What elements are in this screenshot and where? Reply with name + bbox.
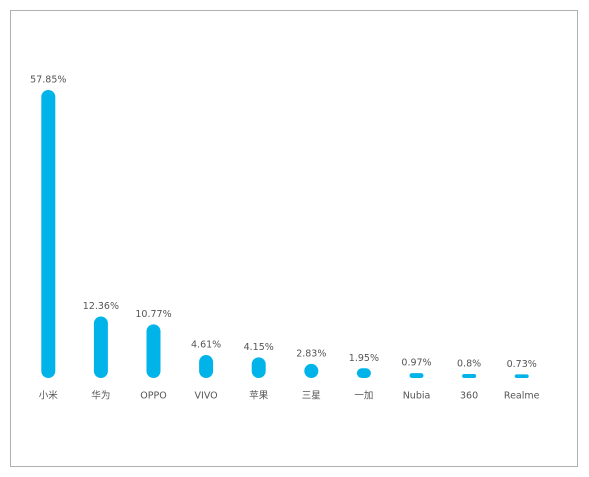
x-tick-label: Nubia (403, 391, 431, 402)
bar (251, 357, 266, 378)
bar (146, 324, 161, 378)
x-tick-label: 一加 (354, 391, 373, 402)
value-label: 0.8% (457, 359, 481, 370)
x-tick-label: VIVO (195, 391, 218, 402)
bar (41, 90, 56, 378)
bar (514, 374, 529, 378)
value-label: 0.73% (507, 359, 537, 370)
value-label: 12.36% (83, 301, 119, 312)
value-label: 4.61% (191, 340, 221, 351)
value-label: 57.85% (30, 75, 66, 86)
bar (304, 363, 319, 378)
bar (93, 316, 108, 378)
x-tick-label: 小米 (39, 390, 59, 402)
x-tick-label: Realme (504, 391, 540, 402)
x-tick-label: 三星 (302, 391, 321, 402)
value-label: 1.95% (349, 353, 379, 364)
bar (409, 373, 424, 378)
value-label: 0.97% (401, 358, 431, 369)
value-label: 4.15% (244, 342, 274, 353)
bar (462, 374, 477, 378)
bar (356, 368, 371, 378)
x-tick-label: 360 (460, 391, 478, 402)
x-tick-label: OPPO (140, 391, 166, 402)
value-label: 2.83% (296, 348, 326, 359)
x-tick-label: 苹果 (249, 390, 269, 402)
value-label: 10.77% (135, 309, 171, 320)
bar (199, 355, 214, 378)
x-tick-label: 华为 (91, 390, 110, 402)
chart-frame (10, 10, 578, 467)
